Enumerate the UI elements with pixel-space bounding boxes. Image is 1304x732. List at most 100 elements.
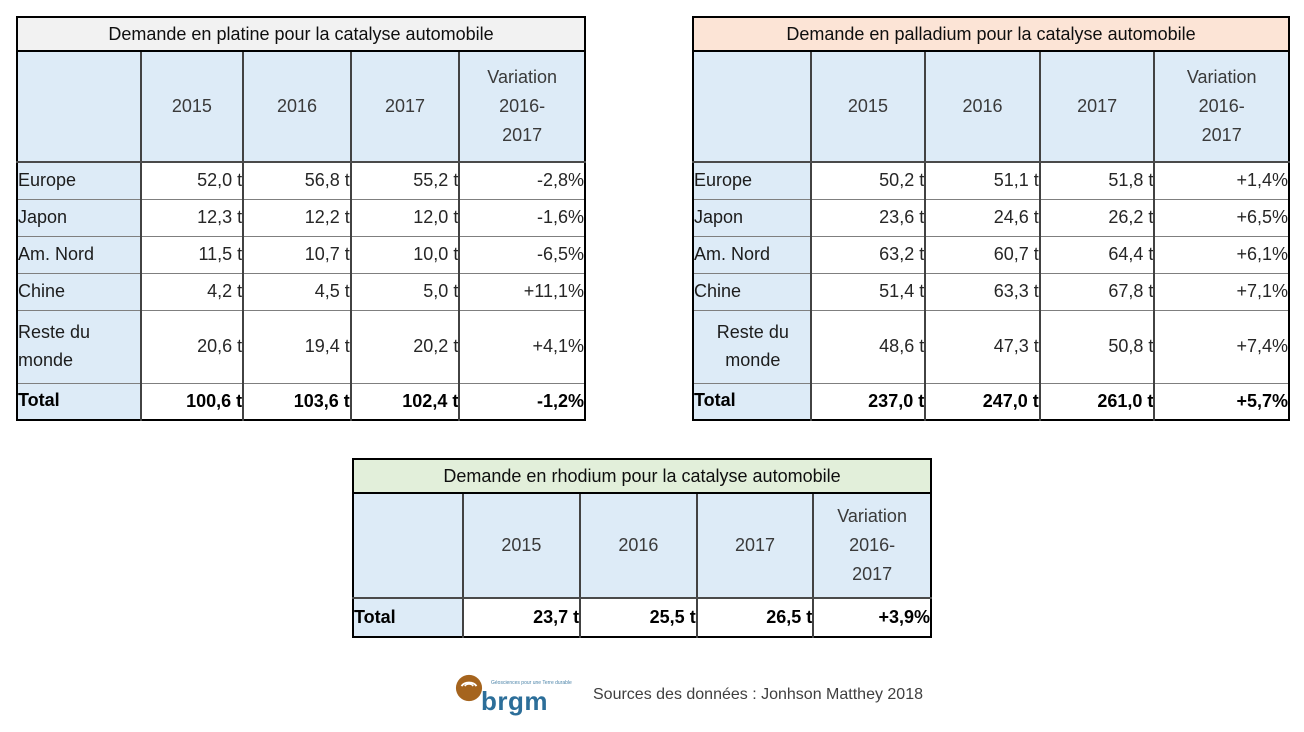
region-label: Reste du monde <box>17 309 141 383</box>
tonnage-value: 10,7 t <box>242 235 351 273</box>
corner-cell <box>17 52 141 163</box>
table-row: Reste du monde 48,6 t 47,3 t 50,8 t +7,4% <box>693 309 1289 383</box>
table-row: Reste du monde 20,6 t 19,4 t 20,2 t +4,1% <box>17 309 585 383</box>
variation-header-line: 2017 <box>502 125 543 145</box>
tonnage-value: 55,2 t <box>349 161 460 199</box>
table-row: Chine 51,4 t 63,3 t 67,8 t +7,1% <box>693 272 1289 310</box>
corner-cell <box>693 52 811 163</box>
table-row: Am. Nord 63,2 t 60,7 t 64,4 t +6,1% <box>693 235 1289 273</box>
platine-data-grid: 2015 2016 2017 Variation 2016- 2017 Europe 52,0… <box>16 52 586 421</box>
variation-header: Variation 2016- 2017 <box>1153 52 1289 163</box>
data-source-text: Sources des données : Jonhson Matthey 20… <box>593 686 923 703</box>
tonnage-value: 63,3 t <box>924 272 1040 310</box>
variation-value: +1,4% <box>1153 161 1289 199</box>
variation-value: +5,7% <box>1153 382 1289 420</box>
region-label: Am. Nord <box>17 235 141 273</box>
tonnage-value: 11,5 t <box>139 235 244 273</box>
region-label: Total <box>17 382 141 420</box>
column-header-row: 2015 2016 2017 Variation 2016- 2017 <box>353 494 931 599</box>
year-header: 2017 <box>349 52 460 163</box>
tonnage-value: 237,0 t <box>809 382 926 420</box>
tonnage-value: 19,4 t <box>242 309 351 383</box>
tonnage-value: 12,2 t <box>242 198 351 236</box>
total-row: Total 237,0 t 247,0 t 261,0 t +5,7% <box>693 382 1289 420</box>
tonnage-value: 26,2 t <box>1038 198 1155 236</box>
variation-header-line: Variation <box>1186 67 1257 87</box>
tonnage-value: 4,5 t <box>242 272 351 310</box>
footer: Géosciences pour une Terre durable brgm … <box>453 666 923 724</box>
variation-value: -1,2% <box>458 382 585 420</box>
variation-value: +7,1% <box>1153 272 1289 310</box>
table-row: Am. Nord 11,5 t 10,7 t 10,0 t -6,5% <box>17 235 585 273</box>
table-row: Europe 50,2 t 51,1 t 51,8 t +1,4% <box>693 161 1289 199</box>
variation-value: +7,4% <box>1153 309 1289 383</box>
brgm-logo: Géosciences pour une Terre durable brgm <box>453 666 575 724</box>
year-header: 2015 <box>809 52 926 163</box>
variation-header-line: 2017 <box>852 564 893 584</box>
tonnage-value: 12,0 t <box>349 198 460 236</box>
tonnage-value: 23,6 t <box>809 198 926 236</box>
tonnage-value: 24,6 t <box>924 198 1040 236</box>
region-label: Europe <box>693 161 811 199</box>
tonnage-value: 100,6 t <box>139 382 244 420</box>
platine-table-title: Demande en platine pour la catalyse auto… <box>16 16 586 52</box>
variation-value: +6,5% <box>1153 198 1289 236</box>
variation-header-line: 2016- <box>849 535 896 555</box>
tonnage-value: 51,4 t <box>809 272 926 310</box>
tonnage-value: 50,8 t <box>1038 309 1155 383</box>
region-label: Chine <box>693 272 811 310</box>
rhodium-table-title: Demande en rhodium pour la catalyse auto… <box>352 458 932 494</box>
tonnage-value: 50,2 t <box>809 161 926 199</box>
rhodium-data-grid: 2015 2016 2017 Variation 2016- 2017 Total 23,7 … <box>352 494 932 638</box>
palladium-data-grid: 2015 2016 2017 Variation 2016- 2017 Europe 50,2… <box>692 52 1290 421</box>
tonnage-value: 20,6 t <box>139 309 244 383</box>
brgm-logo-icon <box>455 674 483 702</box>
year-header: 2016 <box>924 52 1040 163</box>
region-label: Total <box>693 382 811 420</box>
variation-header: Variation 2016- 2017 <box>812 494 931 599</box>
year-header: 2015 <box>461 494 581 599</box>
tonnage-value: 48,6 t <box>809 309 926 383</box>
table-row: Europe 52,0 t 56,8 t 55,2 t -2,8% <box>17 161 585 199</box>
table-row: Chine 4,2 t 4,5 t 5,0 t +11,1% <box>17 272 585 310</box>
variation-value: +3,9% <box>812 597 931 637</box>
brgm-wordmark: brgm <box>481 686 548 716</box>
tonnage-value: 60,7 t <box>924 235 1040 273</box>
platine-demand-table: Demande en platine pour la catalyse auto… <box>16 16 586 421</box>
variation-header-line: 2016- <box>499 96 546 116</box>
region-label: Reste du monde <box>693 309 811 383</box>
variation-header: Variation 2016- 2017 <box>458 52 585 163</box>
tonnage-value: 26,5 t <box>695 597 814 637</box>
region-label: Japon <box>693 198 811 236</box>
region-label: Am. Nord <box>693 235 811 273</box>
region-label: Chine <box>17 272 141 310</box>
variation-header-line: Variation <box>487 67 558 87</box>
tonnage-value: 247,0 t <box>924 382 1040 420</box>
table-row: Japon 12,3 t 12,2 t 12,0 t -1,6% <box>17 198 585 236</box>
variation-header-line: 2017 <box>1201 125 1242 145</box>
variation-value: -2,8% <box>458 161 585 199</box>
year-header: 2017 <box>695 494 814 599</box>
year-header: 2017 <box>1038 52 1155 163</box>
tonnage-value: 51,8 t <box>1038 161 1155 199</box>
palladium-table-title: Demande en palladium pour la catalyse au… <box>692 16 1290 52</box>
year-header: 2016 <box>242 52 351 163</box>
tonnage-value: 67,8 t <box>1038 272 1155 310</box>
tonnage-value: 102,4 t <box>349 382 460 420</box>
tonnage-value: 63,2 t <box>809 235 926 273</box>
tonnage-value: 103,6 t <box>242 382 351 420</box>
tonnage-value: 23,7 t <box>461 597 581 637</box>
tonnage-value: 4,2 t <box>139 272 244 310</box>
tonnage-value: 56,8 t <box>242 161 351 199</box>
variation-value: -6,5% <box>458 235 585 273</box>
total-row: Total 100,6 t 103,6 t 102,4 t -1,2% <box>17 382 585 420</box>
tonnage-value: 52,0 t <box>139 161 244 199</box>
year-header: 2016 <box>579 494 697 599</box>
region-label: Europe <box>17 161 141 199</box>
tonnage-value: 25,5 t <box>579 597 697 637</box>
brgm-tagline: Géosciences pour une Terre durable <box>491 680 572 686</box>
tonnage-value: 20,2 t <box>349 309 460 383</box>
region-label: Total <box>353 597 463 637</box>
tonnage-value: 10,0 t <box>349 235 460 273</box>
tonnage-value: 64,4 t <box>1038 235 1155 273</box>
